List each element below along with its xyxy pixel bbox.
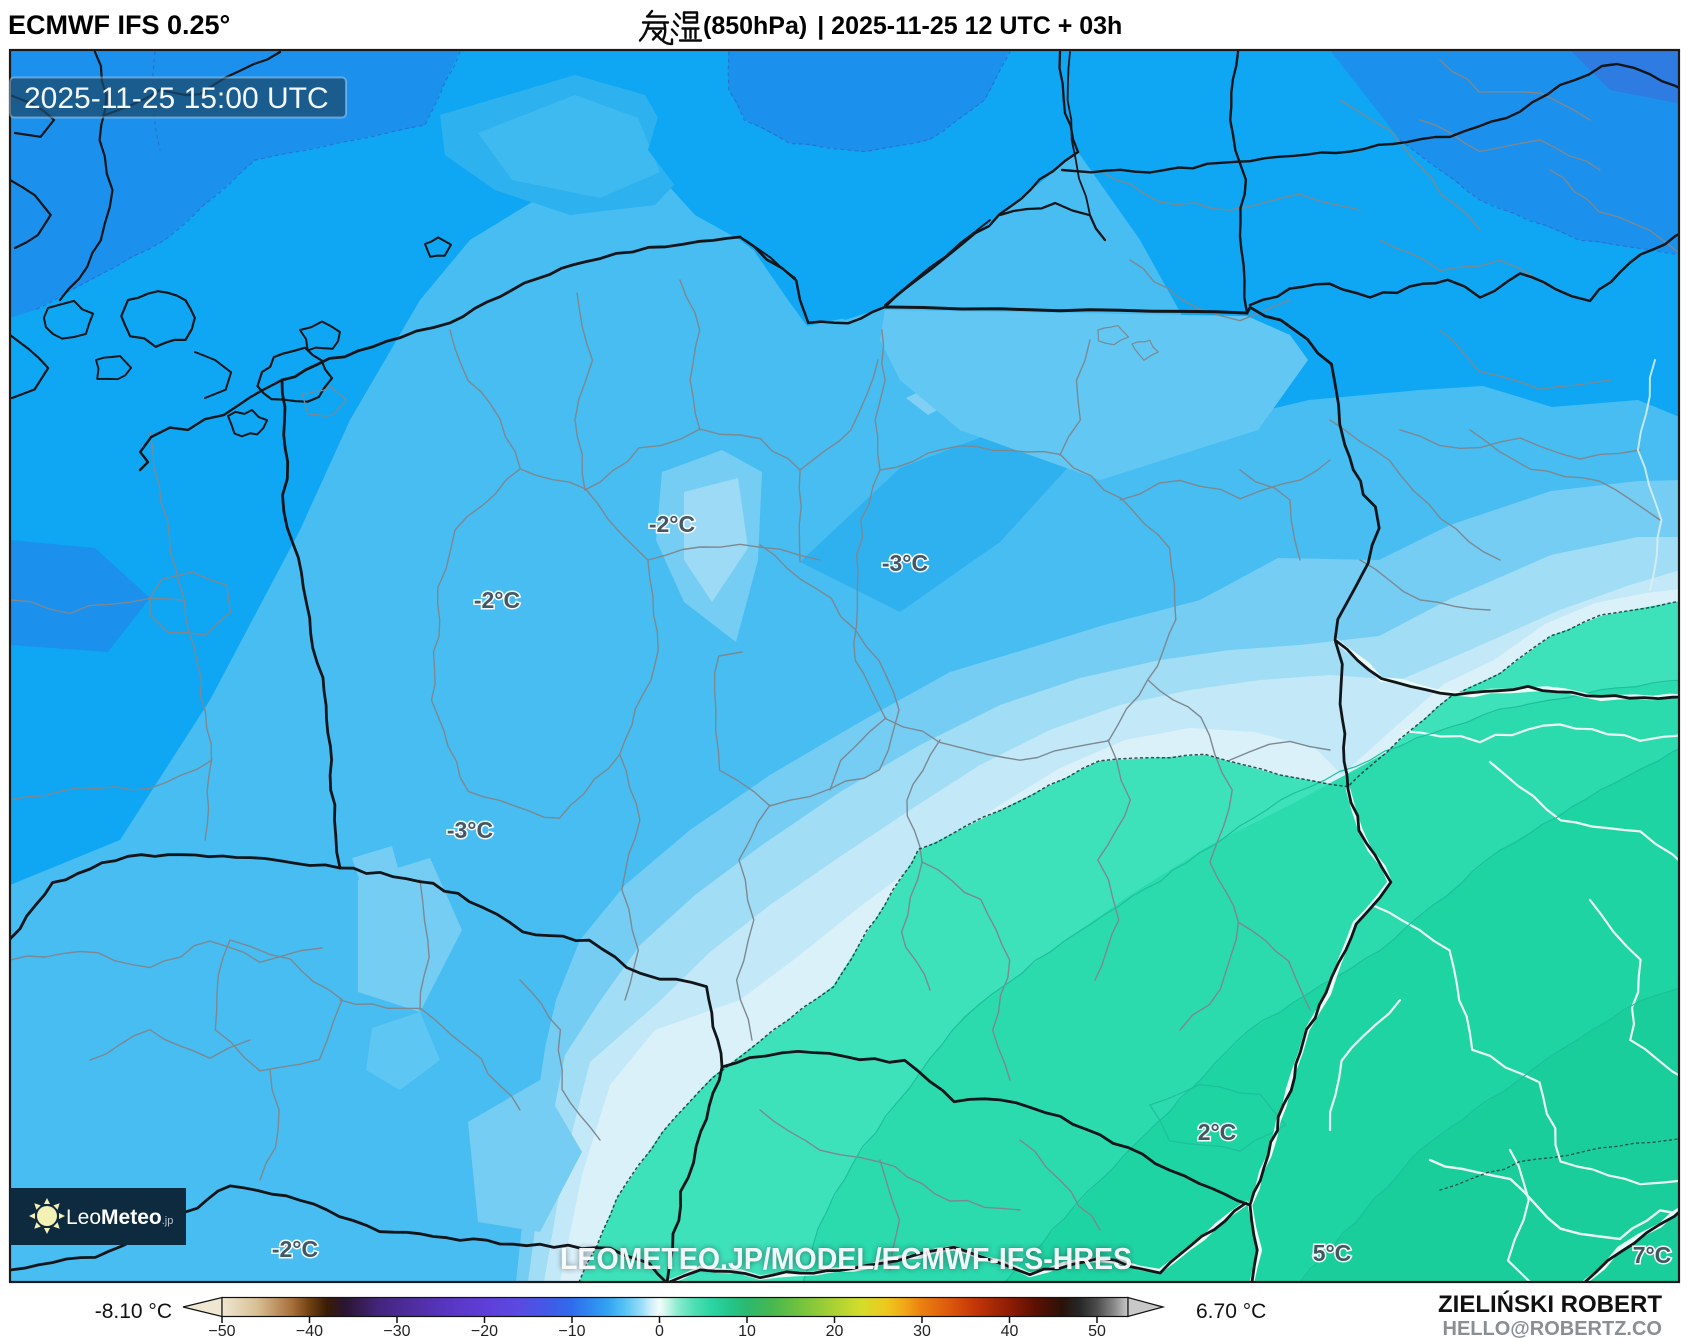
- svg-text:LEOMETEO.JP/MODEL/ECMWF-IFS-HR: LEOMETEO.JP/MODEL/ECMWF-IFS-HRES: [560, 1241, 1132, 1276]
- svg-text:50: 50: [1088, 1323, 1106, 1338]
- svg-text:−10: −10: [558, 1323, 585, 1338]
- svg-text:LeoMeteo.jp: LeoMeteo.jp: [66, 1206, 173, 1229]
- svg-text:10: 10: [738, 1323, 756, 1338]
- svg-text:-2°C: -2°C: [272, 1236, 318, 1262]
- svg-text:30: 30: [913, 1323, 931, 1338]
- svg-text:6.70 °C: 6.70 °C: [1196, 1300, 1266, 1323]
- svg-text:HELLO@ROBERTZ.CO: HELLO@ROBERTZ.CO: [1443, 1318, 1663, 1338]
- svg-text:ECMWF IFS 0.25°: ECMWF IFS 0.25°: [8, 10, 230, 40]
- svg-text:20: 20: [826, 1323, 844, 1338]
- svg-text:ZIELIŃSKI ROBERT: ZIELIŃSKI ROBERT: [1438, 1290, 1662, 1318]
- svg-text:40: 40: [1001, 1323, 1019, 1338]
- svg-text:2°C: 2°C: [1198, 1119, 1237, 1145]
- svg-text:−30: −30: [383, 1323, 410, 1338]
- svg-text:LEOMETEO.JP/MODEL/ECMWF-IFS-HR: LEOMETEO.JP/MODEL/ECMWF-IFS-HRES: [560, 1241, 1132, 1276]
- svg-text:2025-11-25 15:00 UTC: 2025-11-25 15:00 UTC: [24, 82, 329, 115]
- svg-text:-3°C: -3°C: [447, 817, 493, 843]
- svg-text:−40: −40: [296, 1323, 323, 1338]
- svg-text:-8.10 °C: -8.10 °C: [95, 1300, 172, 1323]
- svg-text:(850hPa) | 2025-11-25 12 UTC: (850hPa) | 2025-11-25 12 UTC + 03h: [703, 12, 1122, 40]
- svg-text:-2°C: -2°C: [474, 587, 520, 613]
- svg-text:−50: −50: [208, 1323, 235, 1338]
- svg-text:−20: −20: [471, 1323, 498, 1338]
- svg-text:0: 0: [655, 1323, 664, 1338]
- svg-text:-3°C: -3°C: [882, 550, 928, 576]
- svg-text:5°C: 5°C: [1313, 1240, 1352, 1266]
- svg-text:7°C: 7°C: [1633, 1242, 1672, 1268]
- svg-text:-2°C: -2°C: [649, 511, 695, 537]
